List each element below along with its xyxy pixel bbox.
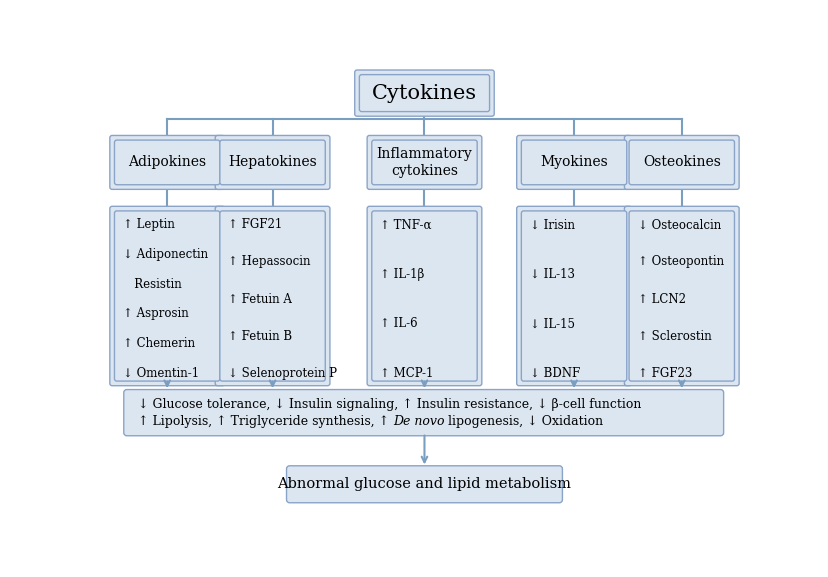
Text: ↑ Leptin: ↑ Leptin <box>123 218 175 231</box>
Text: ↑ FGF21: ↑ FGF21 <box>229 218 282 231</box>
Text: Hepatokines: Hepatokines <box>228 155 316 170</box>
Text: Adipokines: Adipokines <box>128 155 206 170</box>
FancyBboxPatch shape <box>114 211 219 381</box>
FancyBboxPatch shape <box>371 211 477 381</box>
FancyBboxPatch shape <box>286 466 561 503</box>
Text: ↑ IL-6: ↑ IL-6 <box>380 317 417 331</box>
FancyBboxPatch shape <box>516 207 631 385</box>
Text: ↑ IL-1β: ↑ IL-1β <box>380 268 424 281</box>
FancyBboxPatch shape <box>114 140 219 185</box>
Text: ↑ Osteopontin: ↑ Osteopontin <box>637 256 723 268</box>
FancyBboxPatch shape <box>516 136 631 189</box>
FancyBboxPatch shape <box>521 211 626 381</box>
Text: ↑ Sclerostin: ↑ Sclerostin <box>637 329 710 343</box>
Text: Resistin: Resistin <box>123 278 181 291</box>
Text: lipogenesis, ↓ Oxidation: lipogenesis, ↓ Oxidation <box>444 415 603 428</box>
FancyBboxPatch shape <box>219 211 325 381</box>
Text: ↑ Asprosin: ↑ Asprosin <box>123 308 189 320</box>
Text: ↑ FGF23: ↑ FGF23 <box>637 367 691 380</box>
FancyBboxPatch shape <box>367 207 481 385</box>
FancyBboxPatch shape <box>628 140 734 185</box>
Text: ↓ Irisin: ↓ Irisin <box>529 218 574 231</box>
Text: Osteokines: Osteokines <box>642 155 720 170</box>
FancyBboxPatch shape <box>371 140 477 185</box>
Text: ↑ TNF-α: ↑ TNF-α <box>380 218 431 231</box>
FancyBboxPatch shape <box>219 140 325 185</box>
Text: ↑ Fetuin A: ↑ Fetuin A <box>229 293 292 306</box>
Text: ↑ Chemerin: ↑ Chemerin <box>123 337 195 350</box>
Text: ↓ Selenoprotein P: ↓ Selenoprotein P <box>229 367 337 380</box>
FancyBboxPatch shape <box>521 140 626 185</box>
FancyBboxPatch shape <box>623 207 739 385</box>
Text: Inflammatory
cytokines: Inflammatory cytokines <box>376 147 472 178</box>
FancyBboxPatch shape <box>367 136 481 189</box>
FancyBboxPatch shape <box>359 74 489 111</box>
Text: ↓ Osteocalcin: ↓ Osteocalcin <box>637 218 720 231</box>
Text: ↑ Lipolysis, ↑ Triglyceride synthesis, ↑: ↑ Lipolysis, ↑ Triglyceride synthesis, ↑ <box>137 415 392 428</box>
Text: ↑ MCP-1: ↑ MCP-1 <box>380 367 433 380</box>
FancyBboxPatch shape <box>215 207 330 385</box>
FancyBboxPatch shape <box>123 389 723 436</box>
Text: Cytokines: Cytokines <box>372 84 476 103</box>
Text: ↓ Glucose tolerance, ↓ Insulin signaling, ↑ Insulin resistance, ↓ β-cell functio: ↓ Glucose tolerance, ↓ Insulin signaling… <box>137 398 640 411</box>
Text: De novo: De novo <box>392 415 444 428</box>
FancyBboxPatch shape <box>109 207 224 385</box>
Text: ↓ BDNF: ↓ BDNF <box>529 367 580 380</box>
FancyBboxPatch shape <box>354 70 493 116</box>
Text: ↓ IL-15: ↓ IL-15 <box>529 317 574 331</box>
Text: Myokines: Myokines <box>540 155 607 170</box>
FancyBboxPatch shape <box>628 211 734 381</box>
Text: ↑ Fetuin B: ↑ Fetuin B <box>229 329 292 343</box>
FancyBboxPatch shape <box>215 136 330 189</box>
Text: ↑ LCN2: ↑ LCN2 <box>637 293 685 306</box>
Text: Abnormal glucose and lipid metabolism: Abnormal glucose and lipid metabolism <box>277 477 570 491</box>
Text: ↑ Hepassocin: ↑ Hepassocin <box>229 256 310 268</box>
Text: ↓ Adiponectin: ↓ Adiponectin <box>123 248 208 261</box>
FancyBboxPatch shape <box>109 136 224 189</box>
Text: ↓ Omentin-1: ↓ Omentin-1 <box>123 367 199 380</box>
FancyBboxPatch shape <box>623 136 739 189</box>
Text: ↓ IL-13: ↓ IL-13 <box>529 268 574 281</box>
